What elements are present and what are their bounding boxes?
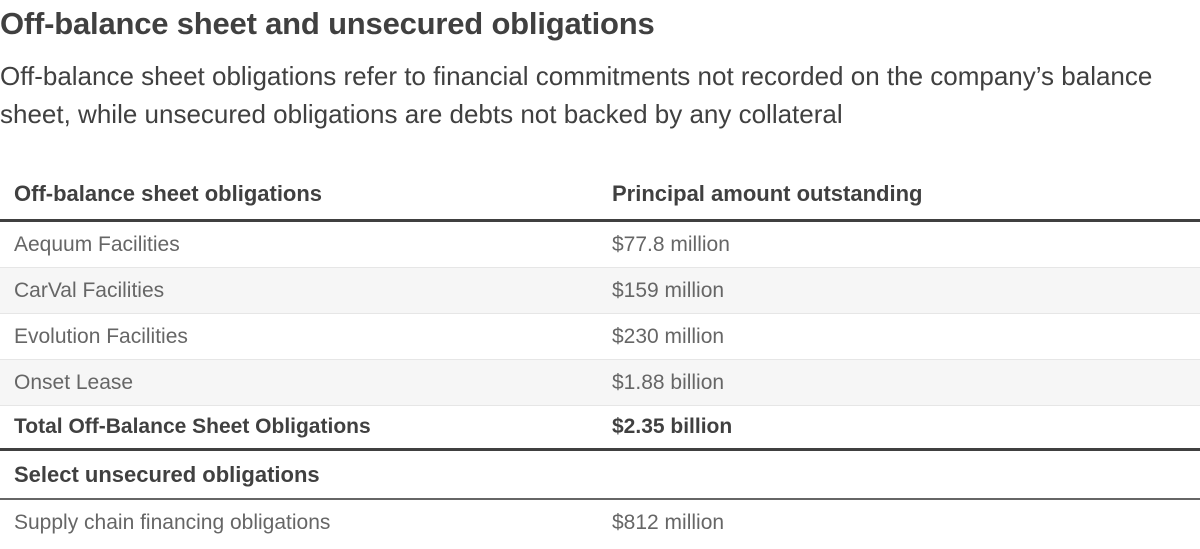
total-amount: $2.35 billion xyxy=(612,415,733,438)
obligation-name: CarVal Facilities xyxy=(14,278,165,302)
table-row: Onset Lease $1.88 billion xyxy=(0,360,1200,406)
column-header-principal: Principal amount outstanding xyxy=(612,180,923,206)
obligation-amount: $1.88 billion xyxy=(612,370,725,394)
obligation-amount: $812 million xyxy=(612,511,725,534)
obligation-amount: $77.8 million xyxy=(612,232,730,256)
column-header-obligations: Off-balance sheet obligations xyxy=(14,180,323,206)
table-header-row: Off-balance sheet obligations Principal … xyxy=(0,168,1200,222)
table-row: Evolution Facilities $230 million xyxy=(0,314,1200,360)
obligation-name: Evolution Facilities xyxy=(14,324,188,348)
table-row: CarVal Facilities $159 million xyxy=(0,268,1200,314)
obligation-name: Supply chain financing obligations xyxy=(14,511,331,534)
section-title: Select unsecured obligations xyxy=(14,461,320,487)
obligation-name: Aequum Facilities xyxy=(14,232,180,256)
obligation-amount: $159 million xyxy=(612,278,725,302)
page-subtitle: Off-balance sheet obligations refer to f… xyxy=(0,61,1153,129)
obligation-name: Onset Lease xyxy=(14,370,134,394)
page-title: Off-balance sheet and unsecured obligati… xyxy=(0,6,655,41)
section-header-row: Select unsecured obligations xyxy=(0,451,1200,500)
obligation-amount: $230 million xyxy=(612,324,725,348)
total-label: Total Off-Balance Sheet Obligations xyxy=(14,415,371,438)
table-row: Aequum Facilities $77.8 million xyxy=(0,222,1200,268)
table-row: Supply chain financing obligations $812 … xyxy=(0,500,1200,546)
total-row: Total Off-Balance Sheet Obligations $2.3… xyxy=(0,406,1200,451)
obligations-table: Off-balance sheet obligations Principal … xyxy=(0,168,1200,546)
